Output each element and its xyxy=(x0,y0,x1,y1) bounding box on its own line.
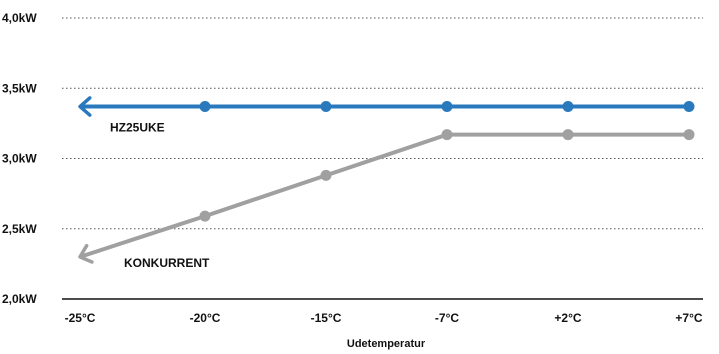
y-tick-label: 4,0kW xyxy=(2,11,37,25)
data-point xyxy=(683,101,695,113)
y-tick-label: 2,5kW xyxy=(2,222,37,236)
series-arrowhead xyxy=(78,96,92,117)
data-point xyxy=(441,129,453,141)
x-tick-label: +7°C xyxy=(675,311,702,325)
series-group xyxy=(78,96,695,264)
x-axis-ticks: -25°C -20°C -15°C -7°C +2°C +7°C xyxy=(65,311,703,325)
y-tick-label: 3,5kW xyxy=(2,81,37,95)
series-arrowhead xyxy=(78,243,94,264)
y-tick-label: 2,0kW xyxy=(2,292,37,306)
x-axis-label: Udetemperatur xyxy=(347,338,426,350)
x-tick-label: +2°C xyxy=(554,311,581,325)
data-point xyxy=(562,129,574,141)
series-label: KONKURRENT xyxy=(124,256,210,270)
y-tick-label: 3,0kW xyxy=(2,152,37,166)
x-tick-label: -25°C xyxy=(65,311,96,325)
series-labels: HZ25UKE KONKURRENT xyxy=(110,121,210,270)
x-tick-label: -15°C xyxy=(311,311,342,325)
data-point xyxy=(199,210,211,222)
series-label: HZ25UKE xyxy=(110,121,165,135)
y-axis-ticks: 2,0kW 2,5kW 3,0kW 3,5kW 4,0kW xyxy=(2,11,37,306)
series-line xyxy=(79,132,689,259)
data-point xyxy=(320,169,332,181)
data-point xyxy=(441,101,453,113)
x-tick-label: -7°C xyxy=(435,311,459,325)
data-point xyxy=(562,101,574,113)
data-point xyxy=(199,101,211,113)
grid xyxy=(62,17,703,230)
data-point xyxy=(320,101,332,113)
x-tick-label: -20°C xyxy=(190,311,221,325)
data-point xyxy=(683,129,695,141)
